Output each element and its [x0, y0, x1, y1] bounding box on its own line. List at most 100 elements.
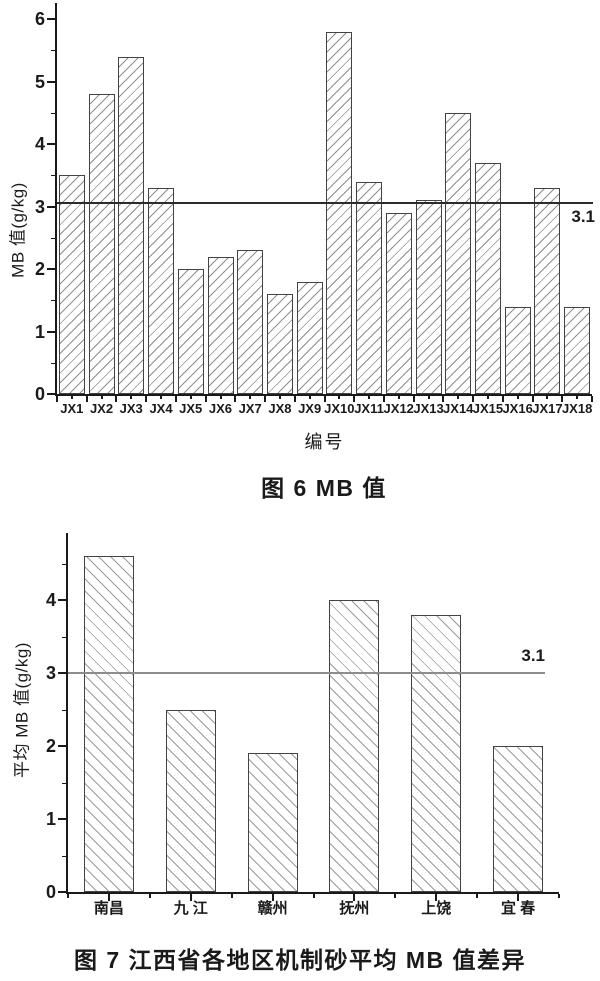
x-boundary-tick	[145, 396, 148, 402]
x-category-label: JX5	[179, 401, 203, 416]
reference-line-label: 3.1	[521, 646, 545, 665]
x-category-label: JX4	[149, 401, 173, 416]
y-tick-label: 4	[34, 134, 45, 154]
y-major-tick	[47, 205, 55, 208]
x-center-tick	[249, 396, 252, 399]
bar-赣州	[247, 753, 298, 892]
x-category-label: JX16	[502, 401, 533, 416]
x-category-label: 抚州	[339, 900, 370, 917]
y-tick-label: 0	[34, 384, 45, 404]
reference-line	[57, 202, 593, 205]
bar-JX16	[504, 306, 531, 394]
x-boundary-tick	[56, 396, 58, 402]
y-major-tick	[58, 818, 66, 820]
y-major-tick	[47, 143, 55, 145]
x-center-tick	[308, 396, 311, 399]
bar-九江	[165, 709, 216, 892]
x-boundary-tick	[312, 894, 315, 898]
y-major-tick	[58, 891, 66, 893]
y-major-tick	[58, 672, 66, 674]
y-minor-tick	[62, 636, 66, 638]
figure-6-y-axis-label: MB 值(g/kg)	[8, 182, 28, 278]
bar-JX3	[118, 56, 145, 394]
x-category-label: JX8	[268, 401, 292, 416]
y-minor-tick	[62, 782, 66, 784]
y-tick-label: 4	[45, 590, 56, 610]
x-boundary-tick	[323, 396, 326, 402]
bar-JX5	[177, 269, 204, 394]
x-category-label: JX7	[238, 401, 262, 416]
y-axis	[55, 3, 57, 396]
x-boundary-tick	[234, 396, 237, 402]
bar-JX7	[237, 250, 264, 395]
bar-JX15	[475, 162, 501, 395]
x-center-tick	[70, 396, 73, 399]
y-major-tick	[58, 599, 66, 601]
x-center-tick	[100, 396, 103, 399]
x-category-label: JX2	[89, 401, 114, 416]
x-axis	[66, 892, 559, 894]
x-center-tick	[517, 894, 520, 901]
x-category-label: 九 江	[173, 900, 208, 917]
x-category-label: JX6	[208, 401, 232, 416]
bar-JX17	[534, 187, 561, 395]
x-boundary-tick	[442, 396, 445, 402]
x-category-label: JX3	[119, 401, 143, 416]
x-boundary-tick	[293, 396, 296, 402]
x-boundary-tick	[148, 894, 151, 898]
y-tick-label: 1	[34, 321, 45, 342]
x-boundary-tick	[501, 396, 504, 402]
x-axis	[55, 394, 592, 396]
x-center-tick	[487, 396, 489, 399]
x-category-label: 上饶	[421, 900, 452, 917]
x-boundary-tick	[531, 396, 534, 402]
x-center-tick	[397, 396, 400, 399]
y-minor-tick	[62, 855, 66, 857]
x-center-tick	[353, 894, 356, 901]
bar-JX12	[385, 212, 412, 395]
x-boundary-tick	[204, 396, 207, 402]
figure-7-y-axis-label: 平均 MB 值(g/kg)	[12, 642, 32, 778]
y-major-tick	[47, 18, 55, 20]
y-tick-label: 5	[34, 71, 45, 92]
y-minor-tick	[62, 709, 66, 711]
bar-JX8	[266, 294, 293, 394]
x-boundary-tick	[230, 894, 233, 898]
figure-6-x-axis-label: 编号	[304, 432, 345, 452]
x-category-label: JX14	[443, 401, 474, 416]
y-major-tick	[47, 330, 55, 333]
bar-JX11	[356, 181, 383, 394]
reference-line-label: 3.1	[571, 207, 595, 226]
x-boundary-tick	[558, 894, 560, 898]
bar-JX2	[88, 94, 115, 394]
bar-JX6	[207, 256, 234, 394]
x-center-tick	[516, 396, 519, 399]
bar-JX9	[296, 281, 323, 394]
y-minor-tick	[51, 362, 55, 364]
x-center-tick	[278, 396, 281, 399]
x-boundary-tick	[561, 396, 564, 402]
figure-6-caption: 图 6 MB 值	[261, 475, 387, 501]
bar-上饶	[411, 614, 462, 892]
x-center-tick	[189, 894, 192, 901]
bar-JX14	[445, 112, 472, 395]
x-boundary-tick	[412, 396, 415, 402]
x-boundary-tick	[174, 396, 177, 402]
x-category-label: 赣州	[257, 900, 288, 917]
x-category-label: JX9	[298, 401, 322, 416]
x-category-label: JX1	[60, 401, 84, 416]
x-boundary-tick	[382, 396, 385, 402]
x-center-tick	[160, 396, 162, 399]
x-boundary-tick	[264, 396, 267, 402]
y-tick-label: 6	[34, 9, 45, 29]
x-category-label: JX12	[383, 401, 414, 416]
x-center-tick	[576, 396, 579, 399]
y-major-tick	[47, 393, 55, 395]
x-boundary-tick	[394, 894, 397, 898]
x-center-tick	[271, 894, 274, 901]
y-minor-tick	[51, 237, 55, 239]
y-minor-tick	[62, 563, 66, 565]
x-center-tick	[435, 894, 438, 901]
bar-抚州	[329, 600, 380, 892]
